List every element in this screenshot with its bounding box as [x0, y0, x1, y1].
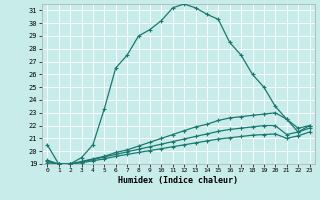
- X-axis label: Humidex (Indice chaleur): Humidex (Indice chaleur): [118, 176, 238, 185]
